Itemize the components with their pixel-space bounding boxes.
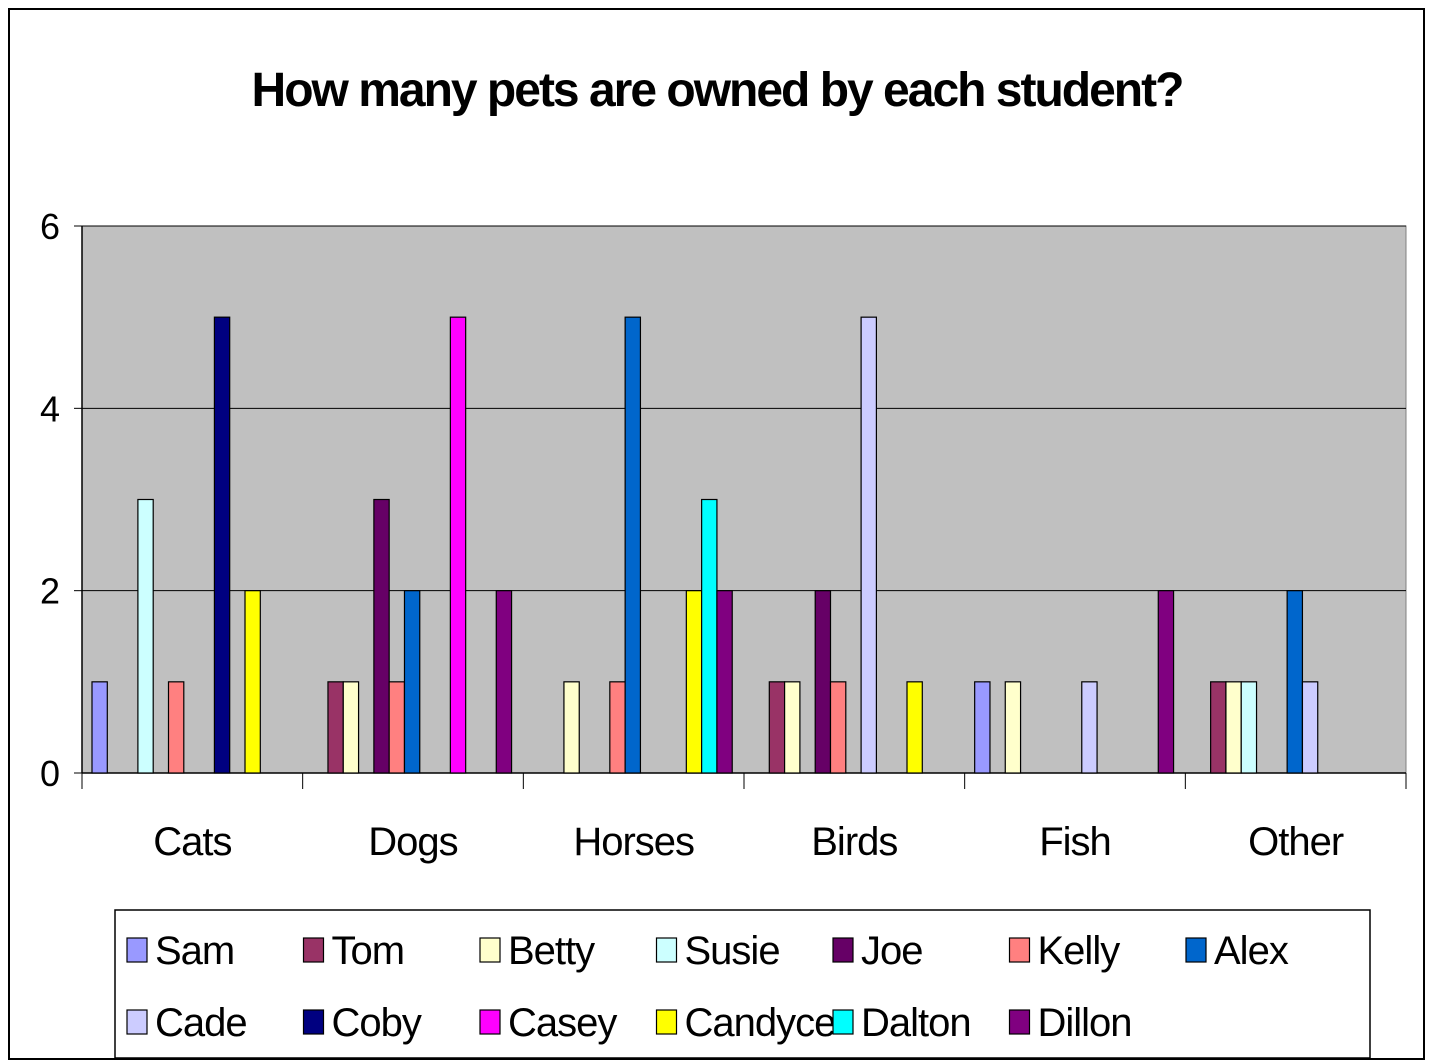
category-label: Dogs bbox=[368, 820, 457, 864]
bar-coby-cats bbox=[213, 316, 231, 774]
plot-background bbox=[81, 225, 1407, 774]
bar-dillon-dogs bbox=[495, 590, 513, 774]
legend-label-betty: Betty bbox=[508, 929, 595, 973]
legend-label-dillon: Dillon bbox=[1038, 1001, 1132, 1045]
y-tick-label: 0 bbox=[40, 753, 60, 794]
legend-swatch-dalton bbox=[832, 1009, 854, 1035]
legend-label-alex: Alex bbox=[1214, 929, 1289, 973]
bar-cade-fish bbox=[1081, 681, 1098, 774]
y-tick-label: 4 bbox=[40, 388, 60, 429]
bar-candyce-horses bbox=[685, 590, 703, 774]
legend-swatch-susie bbox=[655, 937, 678, 963]
legend-box bbox=[114, 909, 1371, 1059]
bar-joe-dogs bbox=[373, 498, 390, 774]
legend-swatch-candyce bbox=[655, 1009, 678, 1035]
legend-swatch-joe bbox=[832, 937, 854, 963]
bar-kelly-dogs bbox=[388, 681, 406, 774]
bar-cade-birds bbox=[860, 316, 877, 774]
legend-swatch-cade bbox=[126, 1009, 148, 1035]
legend-label-kelly: Kelly bbox=[1038, 929, 1121, 973]
legend-swatch-sam bbox=[126, 937, 148, 963]
bar-alex-horses bbox=[624, 316, 642, 774]
legend-label-tom: Tom bbox=[332, 929, 405, 973]
legend-label-casey: Casey bbox=[508, 1001, 617, 1045]
bar-betty-birds bbox=[783, 681, 801, 774]
legend-swatch-kelly bbox=[1008, 937, 1031, 963]
bar-betty-horses bbox=[563, 681, 580, 774]
legend-label-dalton: Dalton bbox=[861, 1001, 971, 1045]
bar-tom-dogs bbox=[327, 681, 344, 774]
plot-area: 0 2 4 6 Cats Dogs Horses Birds Fish Other bbox=[40, 206, 1407, 864]
category-label: Fish bbox=[1039, 820, 1111, 864]
legend-label-sam: Sam bbox=[155, 929, 234, 973]
bar-sam-cats bbox=[91, 681, 108, 774]
bar-alex-dogs bbox=[403, 590, 421, 774]
legend-swatch-tom bbox=[302, 937, 325, 963]
legend-swatch-alex bbox=[1185, 937, 1207, 963]
legend-label-coby: Coby bbox=[332, 1001, 422, 1045]
bar-sam-fish bbox=[974, 681, 991, 774]
legend-label-candyce: Candyce bbox=[685, 1001, 836, 1045]
category-label: Cats bbox=[153, 820, 231, 864]
bar-casey-dogs bbox=[449, 316, 467, 774]
bar-dillon-horses bbox=[716, 590, 733, 774]
legend-swatch-casey bbox=[479, 1009, 501, 1035]
legend-label-joe: Joe bbox=[861, 929, 923, 973]
bar-cade-other bbox=[1301, 681, 1319, 774]
bar-susie-other bbox=[1240, 681, 1258, 774]
bar-joe-birds bbox=[814, 590, 832, 774]
legend: Sam Tom Betty Susie Joe Kelly Alex Cade Coby Case… bbox=[114, 909, 1371, 1059]
bar-tom-other bbox=[1210, 681, 1227, 774]
bar-betty-dogs bbox=[342, 681, 360, 774]
bar-candyce-birds bbox=[906, 681, 923, 774]
bar-candyce-cats bbox=[244, 590, 261, 774]
category-label: Other bbox=[1248, 820, 1344, 864]
bar-kelly-birds bbox=[829, 681, 847, 774]
bar-betty-fish bbox=[1004, 681, 1022, 774]
bar-susie-cats bbox=[137, 498, 154, 774]
chart-title: How many pets are owned by each student? bbox=[252, 64, 1183, 117]
y-tick-label: 6 bbox=[40, 206, 60, 247]
bar-dalton-horses bbox=[701, 498, 718, 774]
legend-swatch-betty bbox=[479, 937, 501, 963]
bar-tom-birds bbox=[768, 681, 786, 774]
bar-betty-other bbox=[1225, 681, 1242, 774]
legend-label-cade: Cade bbox=[155, 1001, 247, 1045]
category-label: Birds bbox=[811, 820, 897, 864]
legend-label-susie: Susie bbox=[685, 929, 780, 973]
legend-swatch-coby bbox=[302, 1009, 325, 1035]
bar-alex-other bbox=[1286, 590, 1304, 774]
category-label: Horses bbox=[573, 820, 694, 864]
legend-swatch-dillon bbox=[1008, 1009, 1031, 1035]
bar-dillon-fish bbox=[1157, 590, 1175, 774]
bar-kelly-horses bbox=[609, 681, 626, 774]
bar-kelly-cats bbox=[167, 681, 185, 774]
y-tick-label: 2 bbox=[40, 571, 60, 612]
